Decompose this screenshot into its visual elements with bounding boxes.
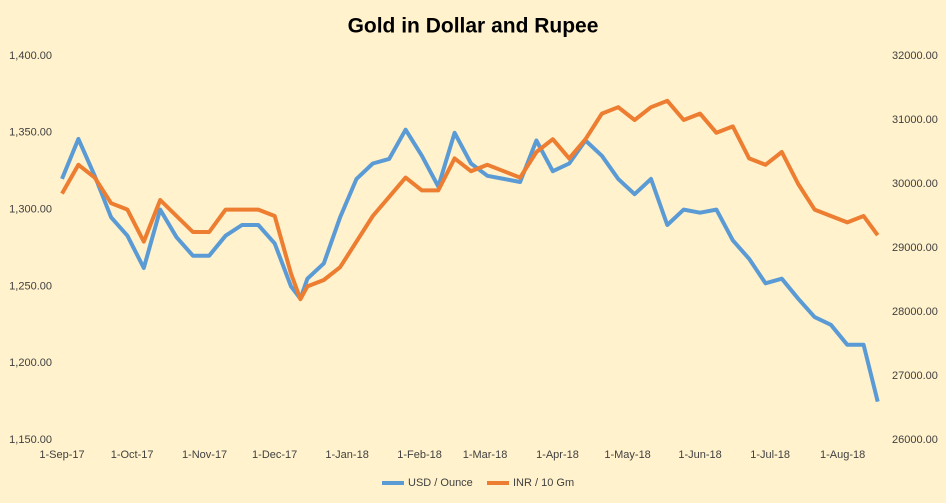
x-tick-label: 1-Mar-18 — [463, 449, 508, 461]
legend-label: USD / Ounce — [408, 477, 473, 489]
y2-tick-label: 27000.00 — [892, 370, 938, 382]
y-tick-label: 1,250.00 — [9, 280, 52, 292]
x-tick-label: 1-Oct-17 — [111, 449, 154, 461]
x-tick-label: 1-Nov-17 — [182, 449, 227, 461]
y2-tick-label: 29000.00 — [892, 242, 938, 254]
series-line — [60, 98, 880, 302]
y2-tick-label: 32000.00 — [892, 50, 938, 62]
x-tick-label: 1-Apr-18 — [536, 449, 579, 461]
y-tick-label: 1,350.00 — [9, 127, 52, 139]
chart-title: Gold in Dollar and Rupee — [348, 15, 599, 38]
y-tick-label: 1,150.00 — [9, 434, 52, 446]
y-tick-label: 1,200.00 — [9, 357, 52, 369]
x-tick-label: 1-Aug-18 — [820, 449, 865, 461]
series-line — [60, 127, 880, 403]
x-tick-label: 1-Sep-17 — [39, 449, 84, 461]
y2-tick-label: 30000.00 — [892, 178, 938, 190]
y2-tick-label: 26000.00 — [892, 434, 938, 446]
x-tick-label: 1-Jul-18 — [750, 449, 790, 461]
legend-label: INR / 10 Gm — [513, 477, 574, 489]
x-tick-label: 1-Feb-18 — [397, 449, 442, 461]
y-tick-label: 1,300.00 — [9, 204, 52, 216]
x-tick-label: 1-Jan-18 — [325, 449, 368, 461]
y-tick-label: 1,400.00 — [9, 50, 52, 62]
x-tick-label: 1-Dec-17 — [252, 449, 297, 461]
x-tick-label: 1-May-18 — [604, 449, 650, 461]
x-tick-label: 1-Jun-18 — [678, 449, 721, 461]
y2-tick-label: 28000.00 — [892, 306, 938, 318]
y2-tick-label: 31000.00 — [892, 114, 938, 126]
